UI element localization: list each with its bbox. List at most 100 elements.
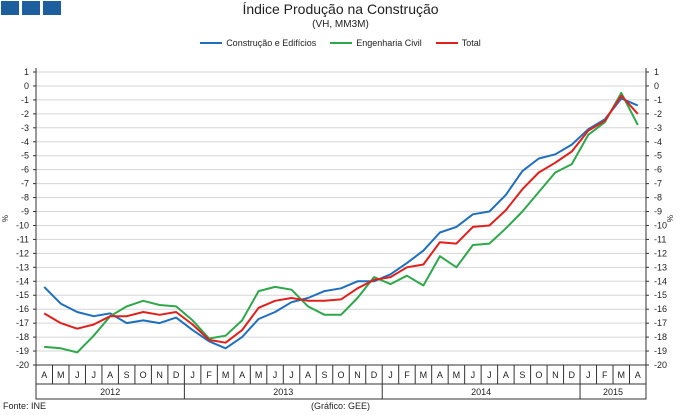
y-axis-label-left: % xyxy=(1,215,10,222)
x-tick-label: A xyxy=(107,370,113,380)
y-tick-label-left: -18 xyxy=(16,332,29,342)
y-tick-label-left: -20 xyxy=(16,360,29,370)
legend-label-construcao: Construção e Edifícios xyxy=(226,38,317,48)
y-tick-label-right: -11 xyxy=(654,234,666,244)
y-tick-label-left: -8 xyxy=(21,193,29,203)
chart-title: Índice Produção na Construção xyxy=(242,1,439,17)
x-tick-label: F xyxy=(206,370,212,380)
year-label: 2015 xyxy=(603,387,623,397)
x-tick-label: D xyxy=(371,370,378,380)
y-tick-label-right: -13 xyxy=(654,262,667,272)
y-tick-label-right: 0 xyxy=(654,81,659,91)
y-tick-label-right: -19 xyxy=(654,346,667,356)
x-tick-label: J xyxy=(388,370,393,380)
y-tick-label-left: -11 xyxy=(17,234,29,244)
legend-item-total: Total xyxy=(435,38,481,48)
y-tick-label-left: 1 xyxy=(24,67,29,77)
x-tick-label: A xyxy=(41,370,47,380)
legend-label-engenharia: Engenharia Civil xyxy=(356,38,422,48)
x-tick-label: A xyxy=(239,370,245,380)
x-tick-label: M xyxy=(255,370,263,380)
y-tick-label-left: -16 xyxy=(16,304,29,314)
y-tick-label-right: -5 xyxy=(654,151,662,161)
source-note: Fonte: INE xyxy=(3,401,47,411)
x-tick-label: J xyxy=(273,370,278,380)
y-tick-label-right: -3 xyxy=(654,123,662,133)
x-tick-label: N xyxy=(354,370,361,380)
logo-block-3 xyxy=(43,1,61,15)
legend-label-total: Total xyxy=(461,38,481,48)
x-tick-label: A xyxy=(305,370,311,380)
x-tick-label: N xyxy=(156,370,163,380)
x-tick-label: J xyxy=(487,370,492,380)
x-tick-label: F xyxy=(404,370,410,380)
y-tick-label-left: -5 xyxy=(21,151,29,161)
x-tick-label: S xyxy=(322,370,328,380)
x-tick-label: D xyxy=(173,370,180,380)
y-tick-label-right: -20 xyxy=(654,360,667,370)
legend-item-engenharia: Engenharia Civil xyxy=(330,38,422,48)
y-tick-label-right: -14 xyxy=(654,276,667,286)
legend-item-construcao: Construção e Edifícios xyxy=(200,38,316,48)
x-tick-label: J xyxy=(75,370,80,380)
y-tick-label-right: -7 xyxy=(654,179,662,189)
series-line-2 xyxy=(43,94,639,344)
chart-legend: Construção e Edifícios Engenharia Civil … xyxy=(0,38,681,48)
legend-swatch-total xyxy=(435,42,458,44)
y-tick-label-left: -10 xyxy=(16,220,29,230)
chart-credit: (Gráfico: GEE) xyxy=(310,401,370,411)
y-tick-label-right: -1 xyxy=(654,95,662,105)
x-tick-label: J xyxy=(91,370,96,380)
y-tick-label-left: -2 xyxy=(21,109,29,119)
y-tick-label-right: -9 xyxy=(654,207,662,217)
chart-subtitle: (VH, MM3M) xyxy=(312,19,369,30)
x-tick-label: J xyxy=(471,370,476,380)
x-tick-label: M xyxy=(57,370,65,380)
x-tick-label: N xyxy=(552,370,559,380)
y-tick-label-left: -1 xyxy=(21,95,29,105)
year-label: 2012 xyxy=(100,387,120,397)
y-tick-label-left: -17 xyxy=(16,318,29,328)
y-tick-label-left: -19 xyxy=(16,346,29,356)
x-tick-label: A xyxy=(635,370,641,380)
x-tick-label: O xyxy=(535,370,542,380)
logo-block-1 xyxy=(1,1,19,15)
y-tick-label-right: -4 xyxy=(654,137,662,147)
x-tick-label: F xyxy=(602,370,608,380)
logo-block-2 xyxy=(22,1,40,15)
x-tick-label: J xyxy=(190,370,195,380)
x-tick-label: O xyxy=(140,370,147,380)
x-tick-label: M xyxy=(453,370,461,380)
x-tick-label: M xyxy=(618,370,626,380)
gee-logo xyxy=(1,1,61,15)
y-tick-label-left: -7 xyxy=(21,179,29,189)
y-axis-label-right: % xyxy=(666,215,675,222)
y-tick-label-left: -6 xyxy=(21,165,29,175)
y-tick-label-left: -13 xyxy=(16,262,29,272)
y-tick-label-left: 0 xyxy=(24,81,29,91)
x-tick-label: M xyxy=(222,370,230,380)
x-tick-label: S xyxy=(124,370,130,380)
y-tick-label-left: -14 xyxy=(16,276,29,286)
y-tick-label-right: -8 xyxy=(654,193,662,203)
y-tick-label-right: 1 xyxy=(654,67,659,77)
x-tick-label: D xyxy=(569,370,576,380)
x-tick-label: A xyxy=(437,370,443,380)
y-tick-label-right: -10 xyxy=(654,220,667,230)
legend-swatch-construcao xyxy=(200,42,223,44)
y-tick-label-left: -3 xyxy=(21,123,29,133)
y-tick-label-right: -2 xyxy=(654,109,662,119)
x-tick-label: O xyxy=(337,370,344,380)
y-tick-label-right: -12 xyxy=(654,248,667,258)
x-tick-label: S xyxy=(519,370,525,380)
y-tick-label-right: -17 xyxy=(654,318,667,328)
year-label: 2013 xyxy=(273,387,293,397)
y-tick-label-left: -15 xyxy=(16,290,29,300)
series-line-1 xyxy=(44,91,639,354)
y-tick-label-right: -15 xyxy=(654,290,667,300)
y-tick-label-left: -12 xyxy=(16,248,29,258)
year-row-frame xyxy=(35,383,647,400)
series-line-0 xyxy=(43,97,639,350)
y-tick-label-left: -4 xyxy=(21,137,29,147)
